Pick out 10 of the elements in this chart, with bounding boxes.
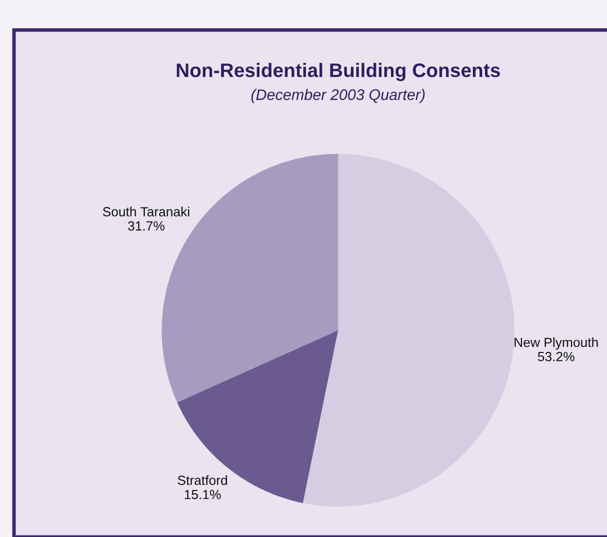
data-label: 53.2% — [538, 352, 574, 362]
slice-label: South Taranaki — [102, 206, 190, 216]
pie-slice — [177, 330, 338, 504]
chart-subtitle: (December 2003 Quarter) — [251, 88, 425, 104]
slice-label: New Plymouth — [514, 337, 598, 350]
slice-label: Stratford — [178, 475, 227, 485]
data-label: 31.7% — [128, 221, 164, 231]
data-label: 15.1% — [184, 490, 221, 500]
chart-title: Non-Residential Building Consents — [176, 62, 500, 82]
pie-slice — [302, 154, 514, 507]
